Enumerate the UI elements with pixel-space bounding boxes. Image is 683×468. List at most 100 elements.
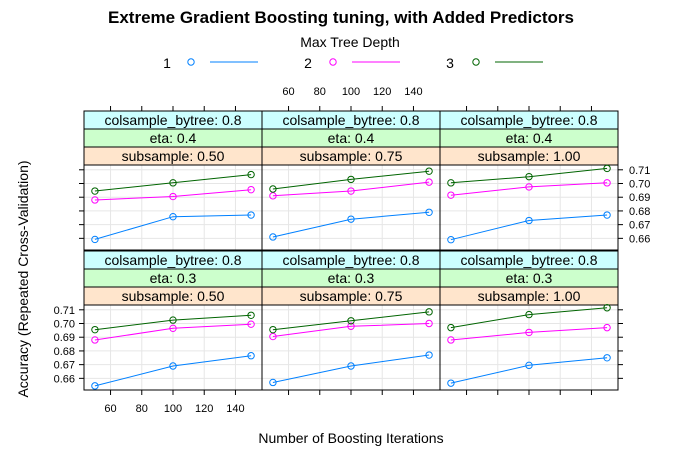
data-point: [347, 215, 355, 223]
strip-label: subsample: 0.50: [122, 148, 225, 164]
data-point: [525, 310, 533, 319]
x-tick-label-top: 100: [342, 86, 360, 98]
series-line-depth-3: [94, 314, 252, 331]
series-line-depth-3: [450, 307, 608, 329]
data-point: [247, 170, 255, 179]
data-point: [425, 167, 433, 175]
data-point: [603, 354, 611, 362]
strip-label: subsample: 0.75: [300, 148, 403, 164]
panel: colsample_bytree: 0.8 eta: 0.4 subsample: …: [83, 110, 263, 251]
y-axis-label: Accuracy (Repeated Cross-Validation): [15, 160, 31, 397]
data-point: [269, 325, 277, 334]
strip-label: eta: 0.4: [506, 130, 553, 146]
data-point: [247, 320, 255, 328]
series-line-depth-3: [272, 311, 430, 331]
y-tick-label-left: 0.71: [54, 305, 75, 317]
series-line-depth-1: [94, 355, 252, 387]
data-point: [247, 185, 255, 194]
data-point: [91, 235, 99, 244]
legend-marker: [472, 58, 480, 66]
panel: colsample_bytree: 0.8 eta: 0.4 subsample: …: [439, 110, 619, 251]
strip-label: colsample_bytree: 0.8: [283, 252, 420, 268]
legend-label: 3: [446, 55, 454, 71]
series-line-depth-2: [94, 323, 252, 341]
series-line-depth-2: [450, 182, 608, 196]
data-point: [425, 308, 433, 316]
x-tick-label-bottom: 80: [136, 403, 148, 415]
strip-label: colsample_bytree: 0.8: [461, 112, 598, 128]
series-line-depth-1: [272, 211, 430, 238]
data-point: [91, 382, 99, 390]
strip-label: eta: 0.4: [328, 130, 375, 146]
data-point: [347, 175, 355, 184]
data-point: [425, 178, 433, 186]
data-point: [425, 208, 433, 216]
data-point: [169, 324, 177, 333]
y-tick-label-right: 0.71: [629, 165, 650, 177]
y-tick-label-right: 0.68: [629, 206, 650, 218]
strip-label: eta: 0.3: [150, 270, 197, 286]
data-point: [269, 233, 277, 241]
x-axis-label: Number of Boosting Iterations: [258, 430, 443, 446]
y-tick-label-right: 0.67: [629, 220, 650, 232]
data-point: [269, 185, 277, 193]
data-point: [247, 211, 255, 219]
x-tick-label-bottom: 100: [164, 403, 182, 415]
data-point: [603, 211, 611, 219]
data-point: [91, 325, 99, 334]
data-point: [347, 187, 355, 195]
x-tick-label-bottom: 60: [104, 403, 116, 415]
data-point: [603, 323, 611, 332]
series-line-depth-2: [272, 323, 430, 337]
x-tick-label-top: 140: [404, 86, 422, 98]
x-tick-label-bottom: 140: [226, 403, 244, 415]
y-tick-label-right: 0.69: [629, 192, 650, 204]
data-point: [425, 351, 433, 359]
data-point: [603, 304, 611, 312]
series-line-depth-2: [272, 181, 430, 197]
strip-label: colsample_bytree: 0.8: [105, 112, 242, 128]
data-point: [347, 322, 355, 330]
data-point: [247, 311, 255, 319]
panel: colsample_bytree: 0.8 eta: 0.4 subsample: …: [261, 110, 441, 251]
strip-label: subsample: 0.50: [122, 288, 225, 304]
legend-label: 2: [304, 55, 312, 71]
data-point: [603, 164, 611, 173]
data-point: [525, 328, 533, 337]
series-line-depth-1: [94, 214, 252, 240]
legend-marker: [329, 58, 337, 66]
chart-title: Extreme Gradient Boosting tuning, with A…: [108, 8, 574, 27]
data-point: [91, 196, 99, 204]
strip-label: eta: 0.4: [150, 130, 197, 146]
strip-label: subsample: 0.75: [300, 288, 403, 304]
data-point: [447, 191, 455, 199]
series-line-depth-1: [272, 354, 430, 383]
data-point: [247, 352, 255, 360]
data-point: [447, 379, 455, 387]
series-line-depth-2: [450, 327, 608, 341]
data-point: [347, 362, 355, 370]
series-line-depth-1: [450, 357, 608, 384]
data-point: [525, 361, 533, 370]
strip-label: eta: 0.3: [328, 270, 375, 286]
data-point: [447, 336, 455, 344]
x-tick-label-top: 60: [282, 86, 294, 98]
data-point: [169, 212, 177, 221]
panel: colsample_bytree: 0.8 eta: 0.3 subsample: …: [83, 250, 263, 391]
x-tick-label-top: 120: [373, 86, 391, 98]
y-tick-label-left: 0.68: [54, 346, 75, 358]
legend-marker: [187, 58, 195, 66]
legend-label: 1: [163, 55, 171, 71]
strip-label: colsample_bytree: 0.8: [283, 112, 420, 128]
data-point: [347, 317, 355, 325]
data-point: [169, 179, 177, 187]
data-point: [169, 316, 177, 324]
data-point: [525, 172, 533, 181]
data-point: [603, 179, 611, 187]
panels: colsample_bytree: 0.8 eta: 0.4 subsample: …: [83, 110, 619, 391]
strip-label: subsample: 1.00: [478, 288, 581, 304]
y-tick-label-left: 0.67: [54, 360, 75, 372]
strip-label: colsample_bytree: 0.8: [461, 252, 598, 268]
y-tick-label-left: 0.66: [54, 373, 75, 385]
